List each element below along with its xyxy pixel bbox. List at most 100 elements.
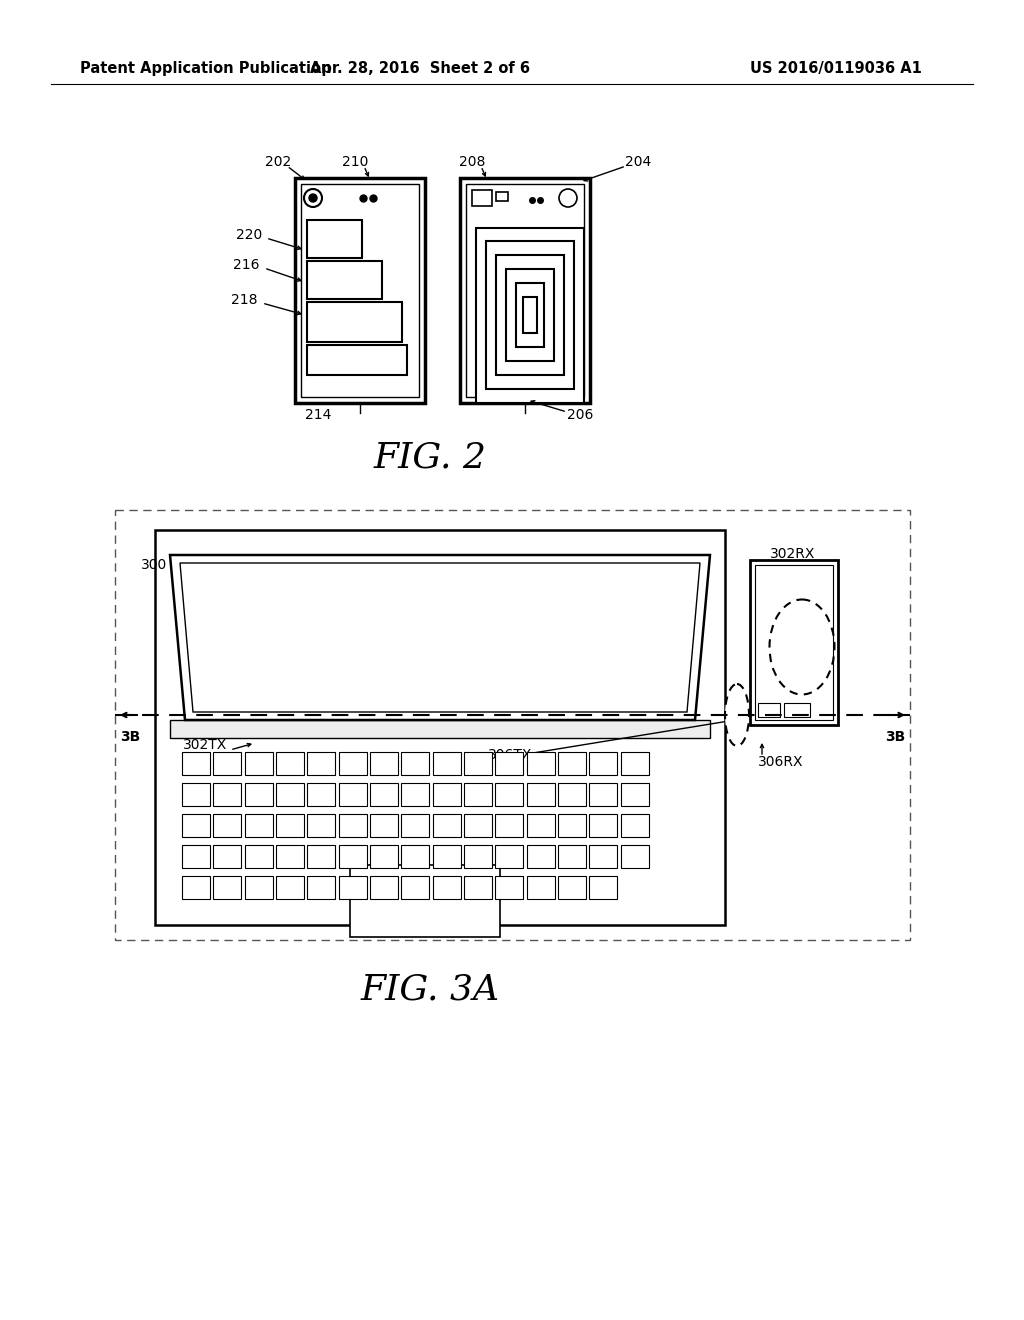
Bar	[276, 845, 304, 869]
Bar	[433, 845, 461, 869]
Bar	[464, 845, 492, 869]
Bar	[307, 220, 362, 257]
Bar	[370, 752, 398, 775]
Bar	[621, 845, 648, 869]
Bar	[401, 876, 429, 899]
Bar	[516, 282, 544, 347]
Bar	[496, 876, 523, 899]
Text: 210: 210	[342, 154, 369, 169]
Bar	[433, 752, 461, 775]
Bar	[590, 814, 617, 837]
Bar	[401, 814, 429, 837]
Text: 300: 300	[140, 558, 167, 572]
Bar	[506, 269, 554, 360]
Bar	[182, 752, 210, 775]
Bar	[115, 510, 910, 940]
Bar	[590, 783, 617, 807]
Text: 218: 218	[231, 293, 258, 308]
Bar	[558, 845, 586, 869]
Bar	[276, 814, 304, 837]
Text: Apr. 28, 2016  Sheet 2 of 6: Apr. 28, 2016 Sheet 2 of 6	[310, 61, 530, 75]
Circle shape	[309, 194, 317, 202]
Text: FIG. 2: FIG. 2	[374, 441, 486, 475]
Bar	[523, 297, 537, 333]
Bar	[339, 752, 367, 775]
Text: US 2016/0119036 A1: US 2016/0119036 A1	[750, 61, 922, 75]
Bar	[526, 783, 555, 807]
Bar	[307, 345, 407, 375]
Text: 3B: 3B	[120, 730, 140, 744]
Bar	[464, 752, 492, 775]
Bar	[213, 814, 242, 837]
Bar	[307, 814, 335, 837]
Bar	[370, 814, 398, 837]
Bar	[370, 783, 398, 807]
Bar	[755, 565, 833, 719]
Bar	[245, 814, 272, 837]
Bar	[307, 261, 382, 300]
Text: 206: 206	[567, 408, 593, 422]
Bar	[213, 752, 242, 775]
Bar	[590, 845, 617, 869]
Bar	[339, 814, 367, 837]
Bar	[370, 876, 398, 899]
Bar	[295, 178, 425, 403]
Bar	[182, 876, 210, 899]
Bar	[401, 783, 429, 807]
Bar	[245, 876, 272, 899]
Bar	[496, 783, 523, 807]
Bar	[558, 814, 586, 837]
Bar	[558, 752, 586, 775]
Polygon shape	[180, 564, 700, 711]
Bar	[621, 783, 648, 807]
Bar	[170, 719, 710, 738]
Bar	[245, 845, 272, 869]
Bar	[750, 560, 838, 725]
Text: 202: 202	[265, 154, 291, 169]
Bar	[276, 752, 304, 775]
Text: 214: 214	[305, 408, 331, 422]
Bar	[486, 242, 574, 389]
Bar	[213, 876, 242, 899]
Bar	[155, 531, 725, 925]
Bar	[558, 876, 586, 899]
Text: Patent Application Publication: Patent Application Publication	[80, 61, 332, 75]
Bar	[350, 865, 500, 937]
Bar	[526, 814, 555, 837]
Bar	[433, 876, 461, 899]
Bar	[401, 752, 429, 775]
Bar	[464, 814, 492, 837]
Bar	[496, 255, 564, 375]
Bar	[464, 783, 492, 807]
Text: 302RX: 302RX	[770, 546, 815, 561]
Bar	[496, 845, 523, 869]
Bar	[590, 876, 617, 899]
Text: 306RX: 306RX	[758, 755, 804, 770]
Text: 302TX: 302TX	[183, 738, 227, 752]
Bar	[307, 876, 335, 899]
Bar	[433, 814, 461, 837]
Text: 216: 216	[233, 257, 260, 272]
Text: 220: 220	[236, 228, 262, 242]
Bar	[213, 783, 242, 807]
Bar	[621, 752, 648, 775]
Bar	[526, 845, 555, 869]
Bar	[558, 783, 586, 807]
Text: 208: 208	[459, 154, 485, 169]
Bar	[245, 783, 272, 807]
Text: 204: 204	[625, 154, 651, 169]
Bar	[301, 183, 419, 397]
Bar	[784, 704, 810, 717]
Bar	[496, 752, 523, 775]
Bar	[276, 876, 304, 899]
Bar	[590, 752, 617, 775]
Bar	[401, 845, 429, 869]
Bar	[526, 876, 555, 899]
Bar	[496, 191, 508, 201]
Bar	[339, 876, 367, 899]
Bar	[526, 752, 555, 775]
Bar	[245, 752, 272, 775]
Bar	[758, 704, 780, 717]
Bar	[472, 190, 492, 206]
Text: FIG. 3A: FIG. 3A	[360, 973, 500, 1007]
